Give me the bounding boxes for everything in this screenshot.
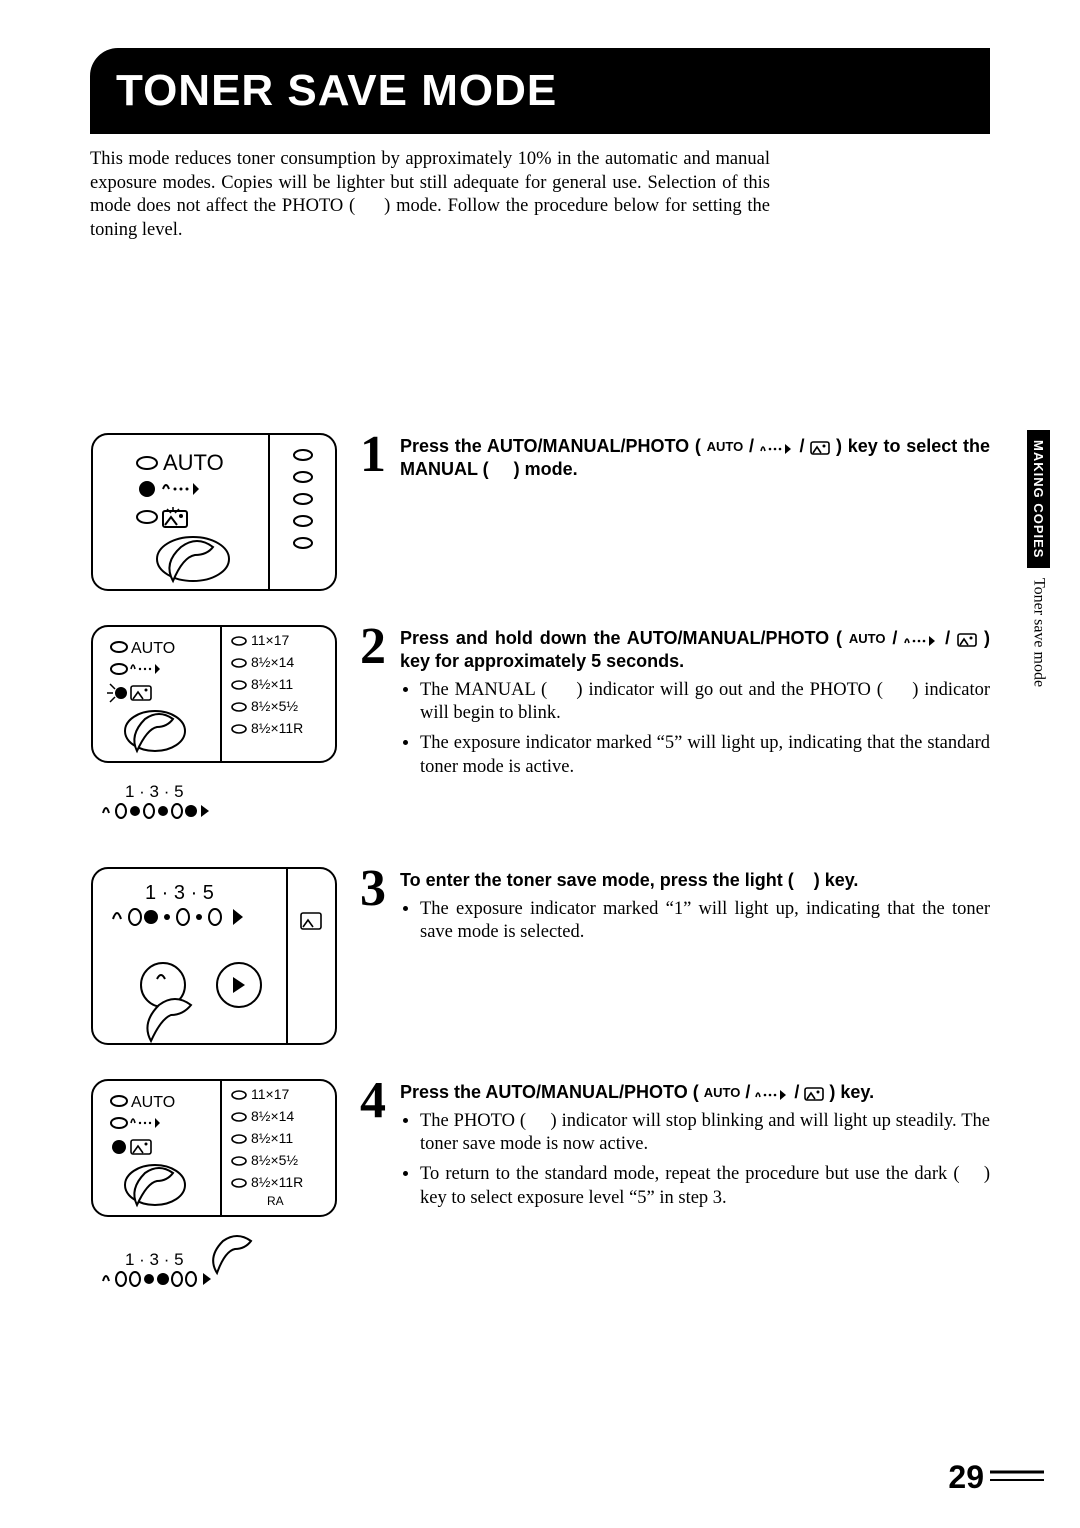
- panel-illustration-icon: 1 · 3 · 5: [91, 867, 337, 1045]
- step-3-text: To enter the toner save mode, press the …: [400, 869, 990, 951]
- step-4-bullet-2: To return to the standard mode, repeat t…: [420, 1163, 990, 1210]
- steps-list: AUTO: [90, 433, 990, 1307]
- manual-icon: [904, 633, 938, 647]
- panel-illustration-icon: AUTO 11×17 8½×14 8½×11 8½×5½ 8½×11: [91, 625, 337, 833]
- svg-text:AUTO: AUTO: [131, 1094, 175, 1111]
- svg-text:8½×11: 8½×11: [251, 676, 293, 692]
- auto-label: AUTO: [707, 439, 744, 454]
- step-4: AUTO 11×17 8½×14 8½×11 8½×5½ 8½×11R RA: [90, 1079, 990, 1307]
- page-title: TONER SAVE MODE: [116, 66, 964, 116]
- step-4-bullet-1: The PHOTO ( ) indicator will stop blinki…: [420, 1110, 990, 1157]
- chapter-tab: MAKING COPIES: [1027, 430, 1050, 568]
- auto-label: AUTO: [704, 1085, 741, 1100]
- step-2-head-a: Press and hold down the AUTO/MANUAL/PHOT…: [400, 628, 849, 648]
- title-bar: TONER SAVE MODE: [90, 48, 990, 134]
- page-decoration-icon: [990, 1468, 1044, 1484]
- svg-text:8½×5½: 8½×5½: [251, 698, 298, 714]
- step-3-bullet-1: The exposure indicator marked “1” will l…: [420, 898, 990, 945]
- photo-icon: [957, 631, 977, 647]
- manual-icon: [755, 1087, 789, 1101]
- step-number: 2: [360, 627, 392, 668]
- svg-text:8½×14: 8½×14: [251, 654, 294, 670]
- step-4-text: Press the AUTO/MANUAL/PHOTO ( AUTO / / )…: [400, 1081, 990, 1217]
- step-2-text: Press and hold down the AUTO/MANUAL/PHOT…: [400, 627, 990, 786]
- svg-text:8½×14: 8½×14: [251, 1108, 294, 1124]
- step-3: 1 · 3 · 5: [90, 867, 990, 1045]
- panel-illustration-icon: AUTO 11×17 8½×14 8½×11 8½×5½ 8½×11R RA: [91, 1079, 337, 1307]
- step-2-figure: AUTO 11×17 8½×14 8½×11 8½×5½ 8½×11: [90, 625, 338, 833]
- svg-text:AUTO: AUTO: [131, 640, 175, 657]
- step-2-bullet-2: The exposure indicator marked “5” will l…: [420, 732, 990, 779]
- step-2: AUTO 11×17 8½×14 8½×11 8½×5½ 8½×11: [90, 625, 990, 833]
- step-4-head-b: ) key.: [829, 1082, 874, 1102]
- step-number: 4: [360, 1081, 392, 1122]
- svg-text:8½×11R: 8½×11R: [251, 720, 303, 736]
- step-number: 3: [360, 869, 392, 910]
- svg-text:11×17: 11×17: [251, 1086, 289, 1102]
- photo-icon: [804, 1085, 824, 1101]
- svg-text:1 · 3 · 5: 1 · 3 · 5: [125, 782, 184, 801]
- step-1-figure: AUTO: [90, 433, 338, 591]
- step-1-text: Press the AUTO/MANUAL/PHOTO ( AUTO / / )…: [400, 435, 990, 481]
- step-3-head: To enter the toner save mode, press the …: [400, 870, 858, 890]
- side-tab: MAKING COPIES Toner save mode: [1027, 430, 1050, 688]
- photo-icon: [810, 439, 830, 455]
- svg-text:8½×5½: 8½×5½: [251, 1152, 298, 1168]
- step-1-head-a: Press the AUTO/MANUAL/PHOTO (: [400, 436, 707, 456]
- step-3-figure: 1 · 3 · 5: [90, 867, 338, 1045]
- svg-text:1 · 3 · 5: 1 · 3 · 5: [145, 882, 214, 904]
- svg-text:RA: RA: [267, 1194, 284, 1208]
- svg-text:11×17: 11×17: [251, 632, 289, 648]
- svg-text:8½×11R: 8½×11R: [251, 1174, 303, 1190]
- svg-text:AUTO: AUTO: [163, 450, 224, 475]
- manual-icon: [760, 441, 794, 455]
- step-4-figure: AUTO 11×17 8½×14 8½×11 8½×5½ 8½×11R RA: [90, 1079, 338, 1307]
- intro-paragraph: This mode reduces toner consumption by a…: [90, 148, 770, 243]
- svg-text:1 · 3 · 5: 1 · 3 · 5: [125, 1250, 184, 1269]
- step-2-bullet-1: The MANUAL ( ) indicator will go out and…: [420, 679, 990, 726]
- page-number: 29: [948, 1459, 984, 1496]
- auto-label: AUTO: [849, 631, 886, 646]
- step-number: 1: [360, 435, 392, 476]
- step-1: AUTO: [90, 433, 990, 591]
- panel-illustration-icon: AUTO: [91, 433, 337, 591]
- step-4-head-a: Press the AUTO/MANUAL/PHOTO (: [400, 1082, 704, 1102]
- svg-text:8½×11: 8½×11: [251, 1130, 293, 1146]
- section-tab: Toner save mode: [1030, 578, 1048, 687]
